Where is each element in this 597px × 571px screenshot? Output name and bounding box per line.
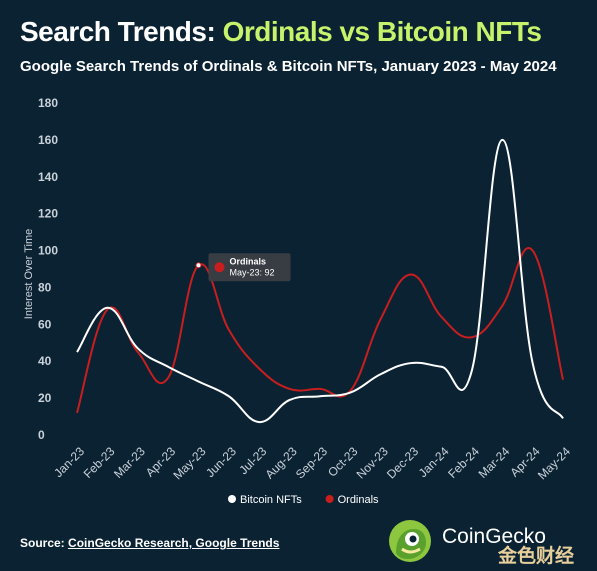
- y-tick-label: 80: [38, 280, 52, 294]
- legend-label-ordinals: Ordinals: [338, 494, 379, 506]
- chart-subtitle: Google Search Trends of Ordinals & Bitco…: [20, 58, 557, 75]
- tooltip-series-dot: [214, 262, 225, 273]
- x-tick-label: Dec-23: [384, 444, 421, 481]
- source-label: Source:: [20, 536, 65, 550]
- y-tick-label: 20: [38, 391, 52, 405]
- coingecko-logo-icon: [389, 520, 431, 562]
- source-note: Source: CoinGecko Research, Google Trend…: [20, 536, 279, 550]
- legend-marker-ordinals: [325, 495, 334, 503]
- x-tick-label: Feb-24: [445, 444, 482, 481]
- series-line-bitcoin-nfts: [76, 138, 564, 424]
- x-tick-label: Aug-23: [262, 444, 299, 481]
- tooltip-box: [208, 253, 291, 282]
- y-tick-label: 100: [38, 244, 58, 258]
- x-tick-label: Jan-24: [416, 444, 452, 480]
- y-tick-label: 140: [38, 170, 58, 184]
- tooltip-point: [195, 262, 202, 269]
- x-tick-label: May-24: [535, 444, 573, 482]
- y-tick-label: 180: [38, 96, 58, 110]
- x-tick-label: Mar-23: [111, 444, 148, 481]
- legend-marker-bitcoin-nfts: [228, 495, 236, 503]
- x-tick-label: Sep-23: [293, 444, 330, 481]
- x-tick-label: Nov-23: [354, 444, 391, 481]
- chart-title: Search Trends: Ordinals vs Bitcoin NFTs: [20, 16, 542, 48]
- x-tick-label: May-23: [170, 444, 208, 482]
- y-tick-label: 0: [38, 428, 45, 442]
- legend-label-bitcoin-nfts: Bitcoin NFTs: [240, 494, 302, 506]
- y-tick-label: 160: [38, 133, 58, 147]
- title-accent: Ordinals vs Bitcoin NFTs: [222, 16, 542, 47]
- title-prefix: Search Trends:: [20, 16, 223, 47]
- y-tick-label: 60: [38, 317, 52, 331]
- brand-block: CoinGecko 金色财经: [388, 519, 597, 571]
- x-tick-label: Feb-23: [81, 444, 118, 481]
- x-tick-label: Jun-23: [203, 444, 239, 480]
- series-line-ordinals: [76, 247, 564, 414]
- y-axis-label: Interest Over Time: [23, 229, 35, 319]
- y-tick-label: 40: [38, 354, 52, 368]
- tooltip-value: May-23: 92: [230, 267, 275, 277]
- y-tick-label: 120: [38, 207, 58, 221]
- brand-name: CoinGecko: [442, 525, 546, 548]
- x-tick-label: Mar-24: [476, 444, 513, 481]
- watermark-text: 金色财经: [498, 546, 575, 567]
- source-link[interactable]: CoinGecko Research, Google Trends: [68, 536, 280, 550]
- tooltip-series-label: Ordinals: [230, 256, 267, 266]
- x-tick-label: Jan-23: [51, 444, 87, 480]
